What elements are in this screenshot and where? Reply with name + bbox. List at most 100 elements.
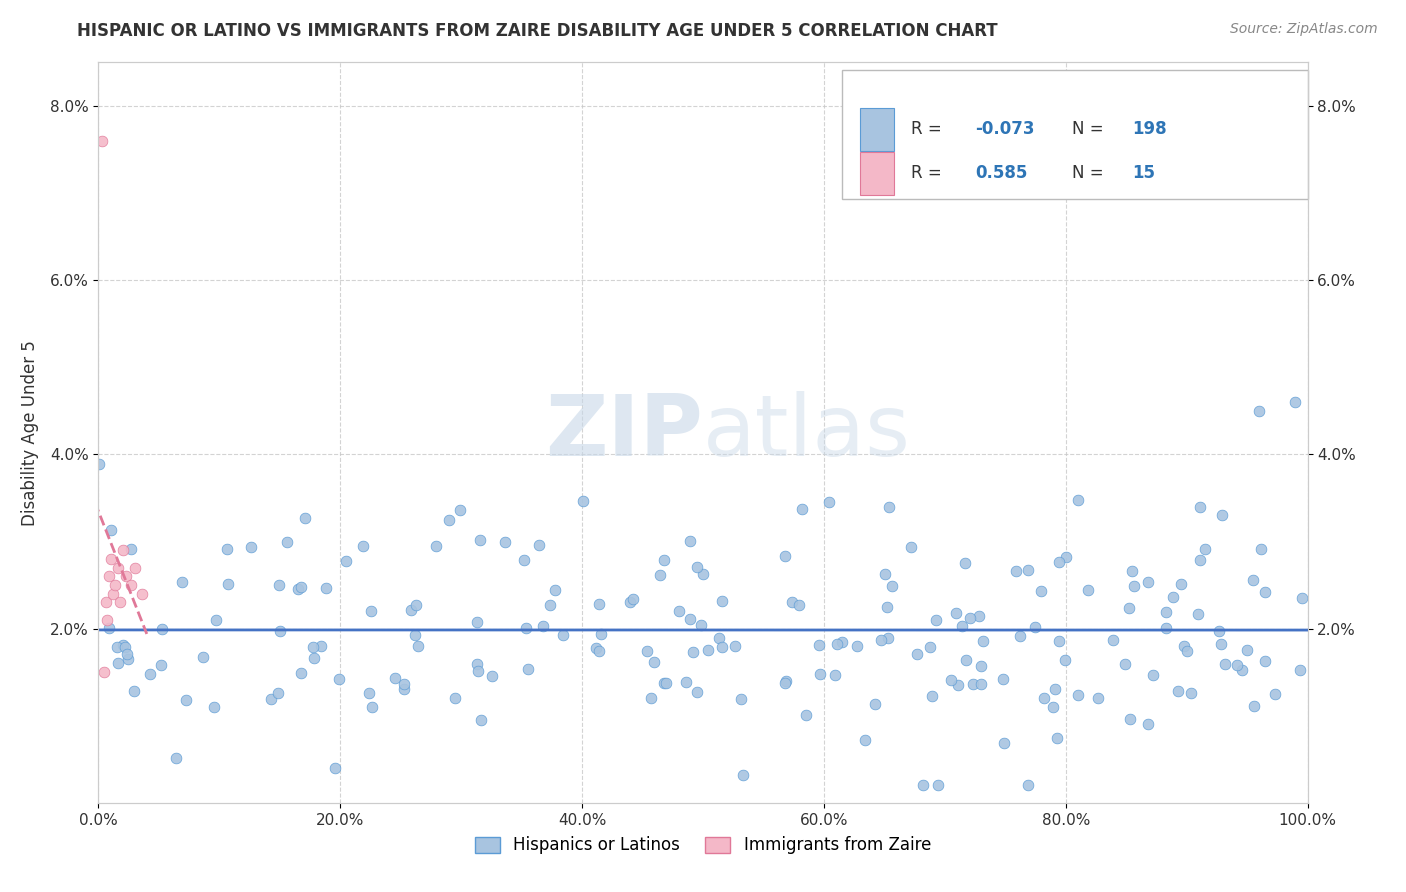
Point — [1209, 637, 1232, 651]
Point — [1188, 500, 1211, 514]
Text: 0.585: 0.585 — [976, 164, 1028, 183]
Point — [1118, 601, 1140, 615]
Point — [824, 668, 846, 682]
Point — [1284, 395, 1306, 409]
Point — [309, 639, 332, 653]
Point — [1029, 583, 1052, 598]
Point — [588, 597, 610, 611]
Point — [392, 681, 415, 696]
Point — [384, 672, 406, 686]
Point — [948, 678, 970, 692]
Point — [690, 617, 713, 632]
Point — [970, 677, 993, 691]
Point — [643, 655, 665, 669]
Point — [1254, 585, 1277, 599]
Point — [328, 672, 350, 686]
Point — [692, 566, 714, 581]
Point — [905, 647, 928, 661]
Point — [941, 673, 963, 688]
Point — [1017, 563, 1039, 577]
Point — [1008, 629, 1031, 643]
Point — [150, 658, 173, 673]
Point — [1250, 542, 1272, 557]
Point — [817, 495, 839, 509]
Point — [912, 778, 935, 792]
Point — [94, 595, 117, 609]
Point — [652, 676, 675, 690]
Point — [104, 578, 127, 592]
Point — [100, 552, 122, 566]
Point — [470, 713, 492, 727]
Point — [468, 533, 491, 547]
Text: R =: R = — [911, 120, 948, 138]
Point — [882, 579, 904, 593]
Point — [794, 707, 817, 722]
Point — [1226, 658, 1249, 673]
Point — [1241, 573, 1264, 587]
Point — [955, 557, 977, 571]
Point — [1211, 508, 1233, 523]
Point — [1136, 717, 1159, 731]
Point — [269, 624, 291, 639]
Point — [139, 666, 162, 681]
Point — [780, 594, 803, 608]
Point — [825, 637, 848, 651]
Point — [686, 685, 709, 699]
Point — [172, 574, 194, 589]
Point — [467, 664, 489, 678]
Point — [361, 699, 384, 714]
Point — [98, 569, 121, 583]
Point — [124, 560, 146, 574]
Point — [443, 691, 465, 706]
Point — [260, 691, 283, 706]
Point — [357, 685, 380, 699]
Point — [107, 656, 129, 670]
Point — [773, 549, 796, 564]
Point — [124, 683, 146, 698]
Point — [437, 513, 460, 527]
Point — [724, 640, 747, 654]
Point — [682, 645, 704, 659]
Point — [1167, 683, 1189, 698]
Point — [1047, 634, 1070, 648]
Point — [191, 650, 214, 665]
Point — [425, 539, 447, 553]
Point — [807, 638, 830, 652]
Point — [517, 662, 540, 676]
Point — [1170, 577, 1192, 591]
Point — [1175, 644, 1198, 658]
Point — [205, 613, 228, 627]
Point — [111, 543, 134, 558]
Point — [97, 621, 120, 635]
Point — [679, 533, 702, 548]
Point — [352, 539, 374, 553]
Point — [1024, 620, 1046, 634]
Point — [392, 676, 415, 690]
Point — [515, 621, 537, 635]
Point — [927, 778, 949, 792]
Point — [406, 639, 429, 653]
Point — [323, 761, 346, 775]
Point — [217, 577, 239, 591]
Point — [1087, 691, 1109, 706]
Point — [950, 619, 973, 633]
Point — [865, 697, 887, 711]
Point — [527, 538, 550, 552]
Point — [404, 628, 426, 642]
Point — [925, 613, 948, 627]
Point — [494, 535, 516, 549]
Point — [465, 657, 488, 672]
Point — [165, 751, 187, 765]
Point — [875, 567, 897, 582]
Legend: Hispanics or Latinos, Immigrants from Zaire: Hispanics or Latinos, Immigrants from Za… — [468, 830, 938, 861]
Point — [91, 134, 114, 148]
Point — [970, 658, 993, 673]
Point — [1264, 687, 1286, 701]
Point — [115, 569, 138, 583]
Point — [991, 672, 1014, 686]
Point — [538, 598, 561, 612]
Point — [1187, 607, 1209, 621]
Point — [1054, 549, 1077, 564]
Point — [730, 692, 752, 706]
Point — [544, 583, 567, 598]
